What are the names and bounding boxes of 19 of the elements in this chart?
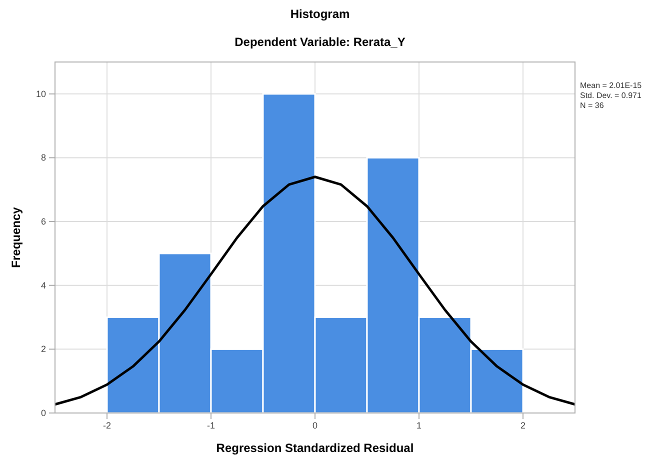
y-tick-label: 4 [40,280,46,290]
text: Mean = 2.01E-15 [580,81,642,90]
x-tick-label: -2 [102,420,112,430]
y-tick-label: 2 [40,344,46,354]
y-tick-label: 8 [40,152,46,163]
x-tick-label: 2 [520,420,526,430]
x-tick-label: 1 [416,420,422,430]
x-tick-label: 0 [312,420,318,430]
y-tick-label: 0 [40,408,46,418]
y-tick-label: 6 [40,216,46,226]
text: N = 36 [580,101,604,110]
line-series [54,176,576,406]
chart-title: Histogram [290,7,350,21]
x-axis-title: Regression Standardized Residual [216,441,414,455]
chart-subtitle: Dependent Variable: Rerata_Y [234,35,406,49]
y-tick-label: 10 [36,88,46,99]
text: Std. Dev. = 0.971 [580,91,642,100]
y-axis-title: Frequency [9,206,23,268]
x-tick-label: -1 [206,420,216,430]
